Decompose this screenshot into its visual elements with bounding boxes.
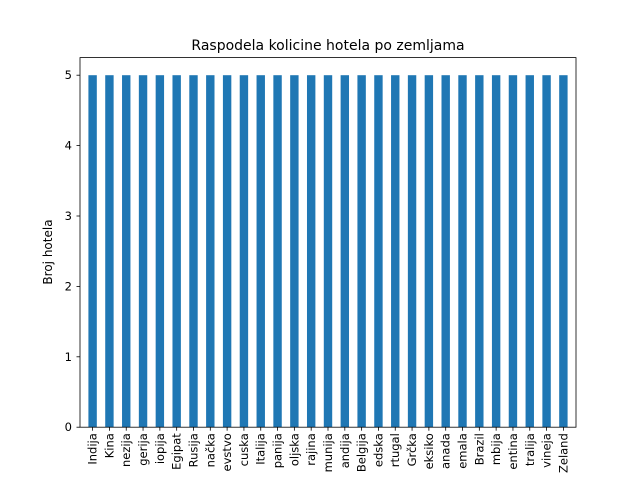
- x-tick-label-17: edska: [371, 433, 385, 467]
- x-tick-label-11: panija: [271, 433, 285, 468]
- x-tick-label-8: evstvo: [220, 433, 234, 471]
- x-tick-label-15: andija: [338, 433, 352, 468]
- bar-9: [239, 75, 249, 428]
- bars-group: [88, 75, 568, 428]
- bar-18: [391, 75, 400, 428]
- bar-21: [441, 75, 450, 428]
- bar-3: [138, 75, 148, 428]
- x-tick-label-21: anada: [439, 433, 453, 469]
- x-tick-label-16: Belgija: [355, 433, 369, 472]
- bar-28: [559, 75, 568, 428]
- y-tick-label-5: 5: [65, 68, 72, 82]
- x-tick-label-4: iopija: [153, 433, 167, 464]
- x-tick-label-28: Zeland: [556, 433, 570, 473]
- x-tick-label-27: vineja: [540, 433, 554, 468]
- x-tick-label-3: gerija: [136, 433, 150, 466]
- x-tick-label-0: Indija: [86, 433, 100, 464]
- bar-14: [323, 75, 333, 428]
- x-tick-label-26: tralija: [523, 433, 537, 466]
- bar-2: [122, 75, 131, 428]
- bar-25: [508, 75, 518, 428]
- bar-5: [172, 75, 181, 428]
- bar-16: [357, 75, 366, 428]
- x-tick-label-23: Brazil: [472, 433, 486, 465]
- bar-6: [189, 75, 198, 428]
- x-tick-label-20: eksiko: [422, 433, 436, 469]
- x-tick-label-2: nezija: [119, 433, 133, 467]
- x-ticks-group: Indija Kina nezija gerija iopija Egipat Rusija…: [86, 427, 570, 473]
- bar-12: [290, 75, 299, 428]
- bar-15: [340, 75, 350, 428]
- x-tick-label-18: rtugal: [388, 433, 402, 467]
- y-tick-label-2: 2: [65, 279, 72, 293]
- y-tick-label-3: 3: [65, 209, 72, 223]
- bar-23: [475, 75, 484, 428]
- x-tick-label-6: Rusija: [186, 433, 200, 467]
- x-tick-label-7: načka: [203, 433, 217, 467]
- x-tick-label-10: Italija: [254, 433, 268, 465]
- x-tick-label-25: entina: [506, 433, 520, 469]
- bar-0: [88, 75, 97, 428]
- x-tick-label-9: cuska: [237, 433, 251, 466]
- x-tick-label-12: oljska: [287, 433, 301, 466]
- x-tick-label-5: Egipat: [170, 433, 184, 470]
- y-tick-label-1: 1: [65, 350, 72, 364]
- y-ticks-group: 0 1 2 3 4 5: [65, 68, 80, 434]
- bar-7: [206, 75, 215, 428]
- chart-title: Raspodela kolicine hotela po zemljama: [191, 38, 464, 54]
- x-tick-label-1: Kina: [102, 433, 116, 458]
- bar-8: [222, 75, 232, 428]
- x-tick-label-24: mbija: [489, 433, 503, 465]
- y-axis-label: Broj hotela: [41, 219, 55, 284]
- y-tick-label-4: 4: [65, 139, 72, 153]
- y-tick-label-0: 0: [65, 420, 72, 434]
- bar-24: [491, 75, 501, 428]
- bar-22: [458, 75, 467, 428]
- bar-19: [407, 75, 417, 428]
- bar-27: [542, 75, 551, 428]
- bar-26: [525, 75, 534, 428]
- bar-11: [273, 75, 282, 428]
- x-tick-label-22: emala: [456, 433, 470, 469]
- x-tick-label-14: munija: [321, 433, 335, 472]
- bar-20: [424, 75, 434, 428]
- bar-1: [105, 75, 114, 428]
- bar-13: [306, 75, 316, 428]
- bar-10: [256, 75, 265, 428]
- x-tick-label-13: rajina: [304, 433, 318, 466]
- bar-17: [374, 75, 383, 428]
- plot-frame: [79, 57, 577, 428]
- x-tick-label-19: Grčka: [405, 433, 419, 466]
- bar-4: [155, 75, 165, 428]
